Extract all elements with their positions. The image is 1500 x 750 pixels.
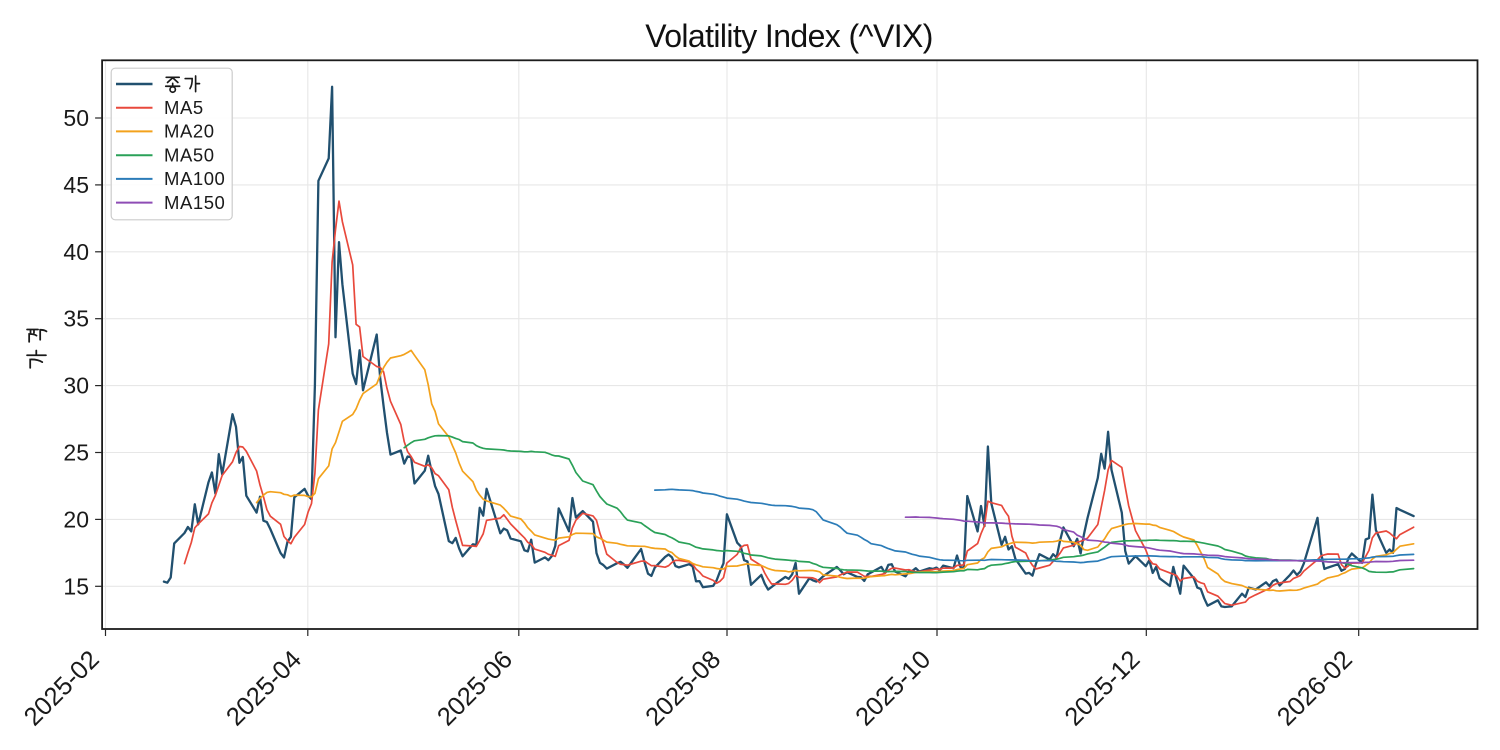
svg-text:MA100: MA100	[164, 168, 225, 189]
svg-text:MA5: MA5	[164, 97, 204, 118]
svg-text:35: 35	[63, 306, 89, 332]
svg-text:15: 15	[63, 573, 89, 599]
svg-text:Volatility Index (^VIX): Volatility Index (^VIX)	[645, 18, 933, 54]
svg-text:40: 40	[63, 239, 89, 265]
svg-text:45: 45	[63, 172, 89, 198]
svg-text:MA150: MA150	[164, 192, 225, 213]
svg-text:30: 30	[63, 373, 89, 399]
svg-text:MA20: MA20	[164, 121, 215, 142]
svg-text:25: 25	[63, 440, 89, 466]
svg-text:20: 20	[63, 506, 89, 532]
svg-text:MA50: MA50	[164, 144, 215, 165]
svg-text:50: 50	[63, 105, 89, 131]
